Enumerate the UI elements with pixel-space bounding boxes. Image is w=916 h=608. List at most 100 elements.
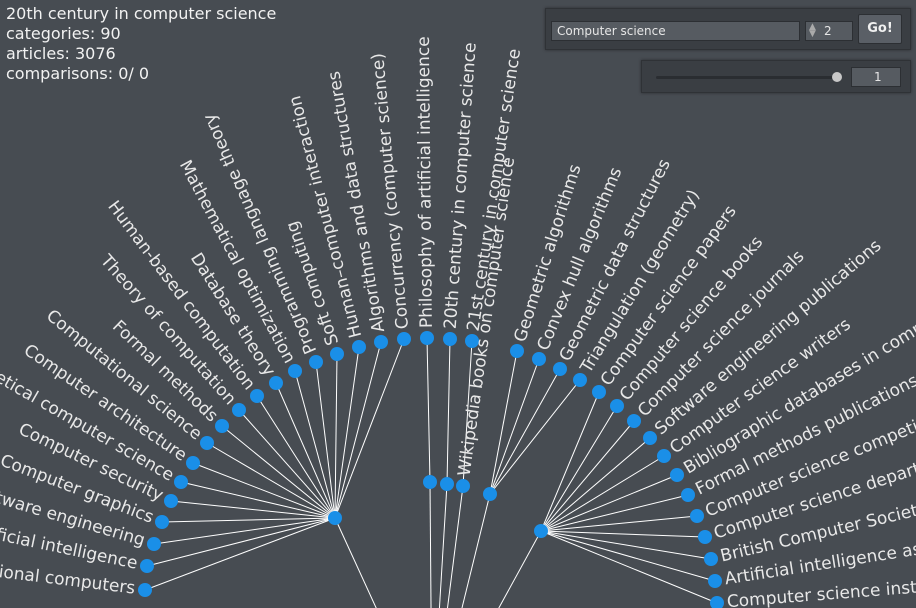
edge	[540, 405, 618, 532]
edge	[540, 530, 712, 560]
node	[681, 488, 695, 502]
edge	[238, 409, 336, 519]
edge	[334, 346, 360, 519]
spinner-arrows: ▲ ▼	[809, 22, 816, 39]
edge	[498, 530, 542, 608]
node-label: Philosophy of artificial intelligence	[414, 36, 437, 328]
edge	[461, 493, 491, 608]
node	[708, 574, 722, 588]
node	[610, 399, 624, 413]
edge	[489, 350, 518, 495]
node	[553, 362, 567, 376]
zoom-track	[656, 76, 841, 79]
depth-value: 2	[824, 24, 832, 38]
node	[573, 373, 587, 387]
edge	[256, 395, 336, 519]
comparison-count: comparisons: 0/ 0	[6, 64, 150, 83]
node	[215, 419, 229, 433]
node	[174, 475, 188, 489]
node	[374, 335, 388, 349]
node	[164, 494, 178, 508]
node	[147, 537, 161, 551]
edge	[275, 382, 336, 519]
edge	[446, 485, 464, 608]
search-panel: Computer science ▲ ▼ 2 Go!	[545, 8, 911, 50]
node	[483, 487, 497, 501]
graph-title: 20th century in computer science	[6, 4, 277, 23]
edge	[206, 442, 336, 519]
node	[423, 475, 437, 489]
zoom-value[interactable]: 1	[851, 67, 901, 87]
node	[465, 334, 479, 348]
node	[698, 530, 712, 544]
edge	[192, 462, 336, 519]
node	[440, 477, 454, 491]
node	[397, 332, 411, 346]
node	[643, 431, 657, 445]
edge	[489, 368, 561, 495]
edge	[153, 517, 336, 545]
edge	[294, 370, 336, 519]
edge	[540, 391, 600, 532]
edge	[540, 455, 665, 532]
edge	[540, 437, 651, 532]
edge	[540, 515, 698, 532]
node	[657, 449, 671, 463]
node	[420, 331, 434, 345]
edges	[144, 337, 718, 608]
node	[592, 385, 606, 399]
node	[690, 509, 704, 523]
edge	[170, 500, 336, 519]
edge	[334, 338, 405, 519]
node	[288, 364, 302, 378]
edge	[334, 353, 338, 519]
node	[155, 515, 169, 529]
node	[328, 511, 342, 525]
edge	[489, 358, 540, 495]
edge	[146, 517, 336, 567]
edge	[540, 530, 716, 582]
edge	[144, 517, 336, 591]
article-count: articles: 3076	[6, 44, 116, 63]
node	[352, 340, 366, 354]
node	[443, 332, 457, 346]
edge	[462, 340, 473, 487]
node	[138, 583, 152, 597]
edge	[426, 337, 431, 483]
node	[250, 389, 264, 403]
edge	[429, 481, 432, 608]
edge	[489, 379, 581, 495]
edge	[221, 425, 336, 519]
edge	[161, 517, 336, 523]
edge	[540, 474, 678, 532]
node	[200, 436, 214, 450]
info-panel: 20th century in computer science categor…	[6, 4, 276, 84]
edge	[438, 483, 448, 608]
zoom-thumb[interactable]	[832, 72, 842, 82]
node	[670, 468, 684, 482]
edge	[540, 530, 718, 604]
node	[269, 376, 283, 390]
edge	[446, 338, 451, 485]
depth-spinner[interactable]: ▲ ▼ 2	[805, 21, 853, 41]
node	[140, 559, 154, 573]
edge	[334, 341, 382, 519]
edge	[540, 420, 635, 532]
search-input[interactable]: Computer science	[551, 21, 800, 41]
edge	[540, 494, 689, 532]
node	[627, 414, 641, 428]
edge	[180, 481, 336, 519]
zoom-panel: 1	[641, 60, 911, 93]
edge	[315, 361, 336, 519]
edge	[334, 517, 377, 608]
edge	[540, 530, 706, 538]
node	[532, 352, 546, 366]
node	[330, 347, 344, 361]
node	[704, 552, 718, 566]
go-button[interactable]: Go!	[858, 14, 902, 44]
node	[186, 456, 200, 470]
node	[456, 479, 470, 493]
node	[232, 403, 246, 417]
